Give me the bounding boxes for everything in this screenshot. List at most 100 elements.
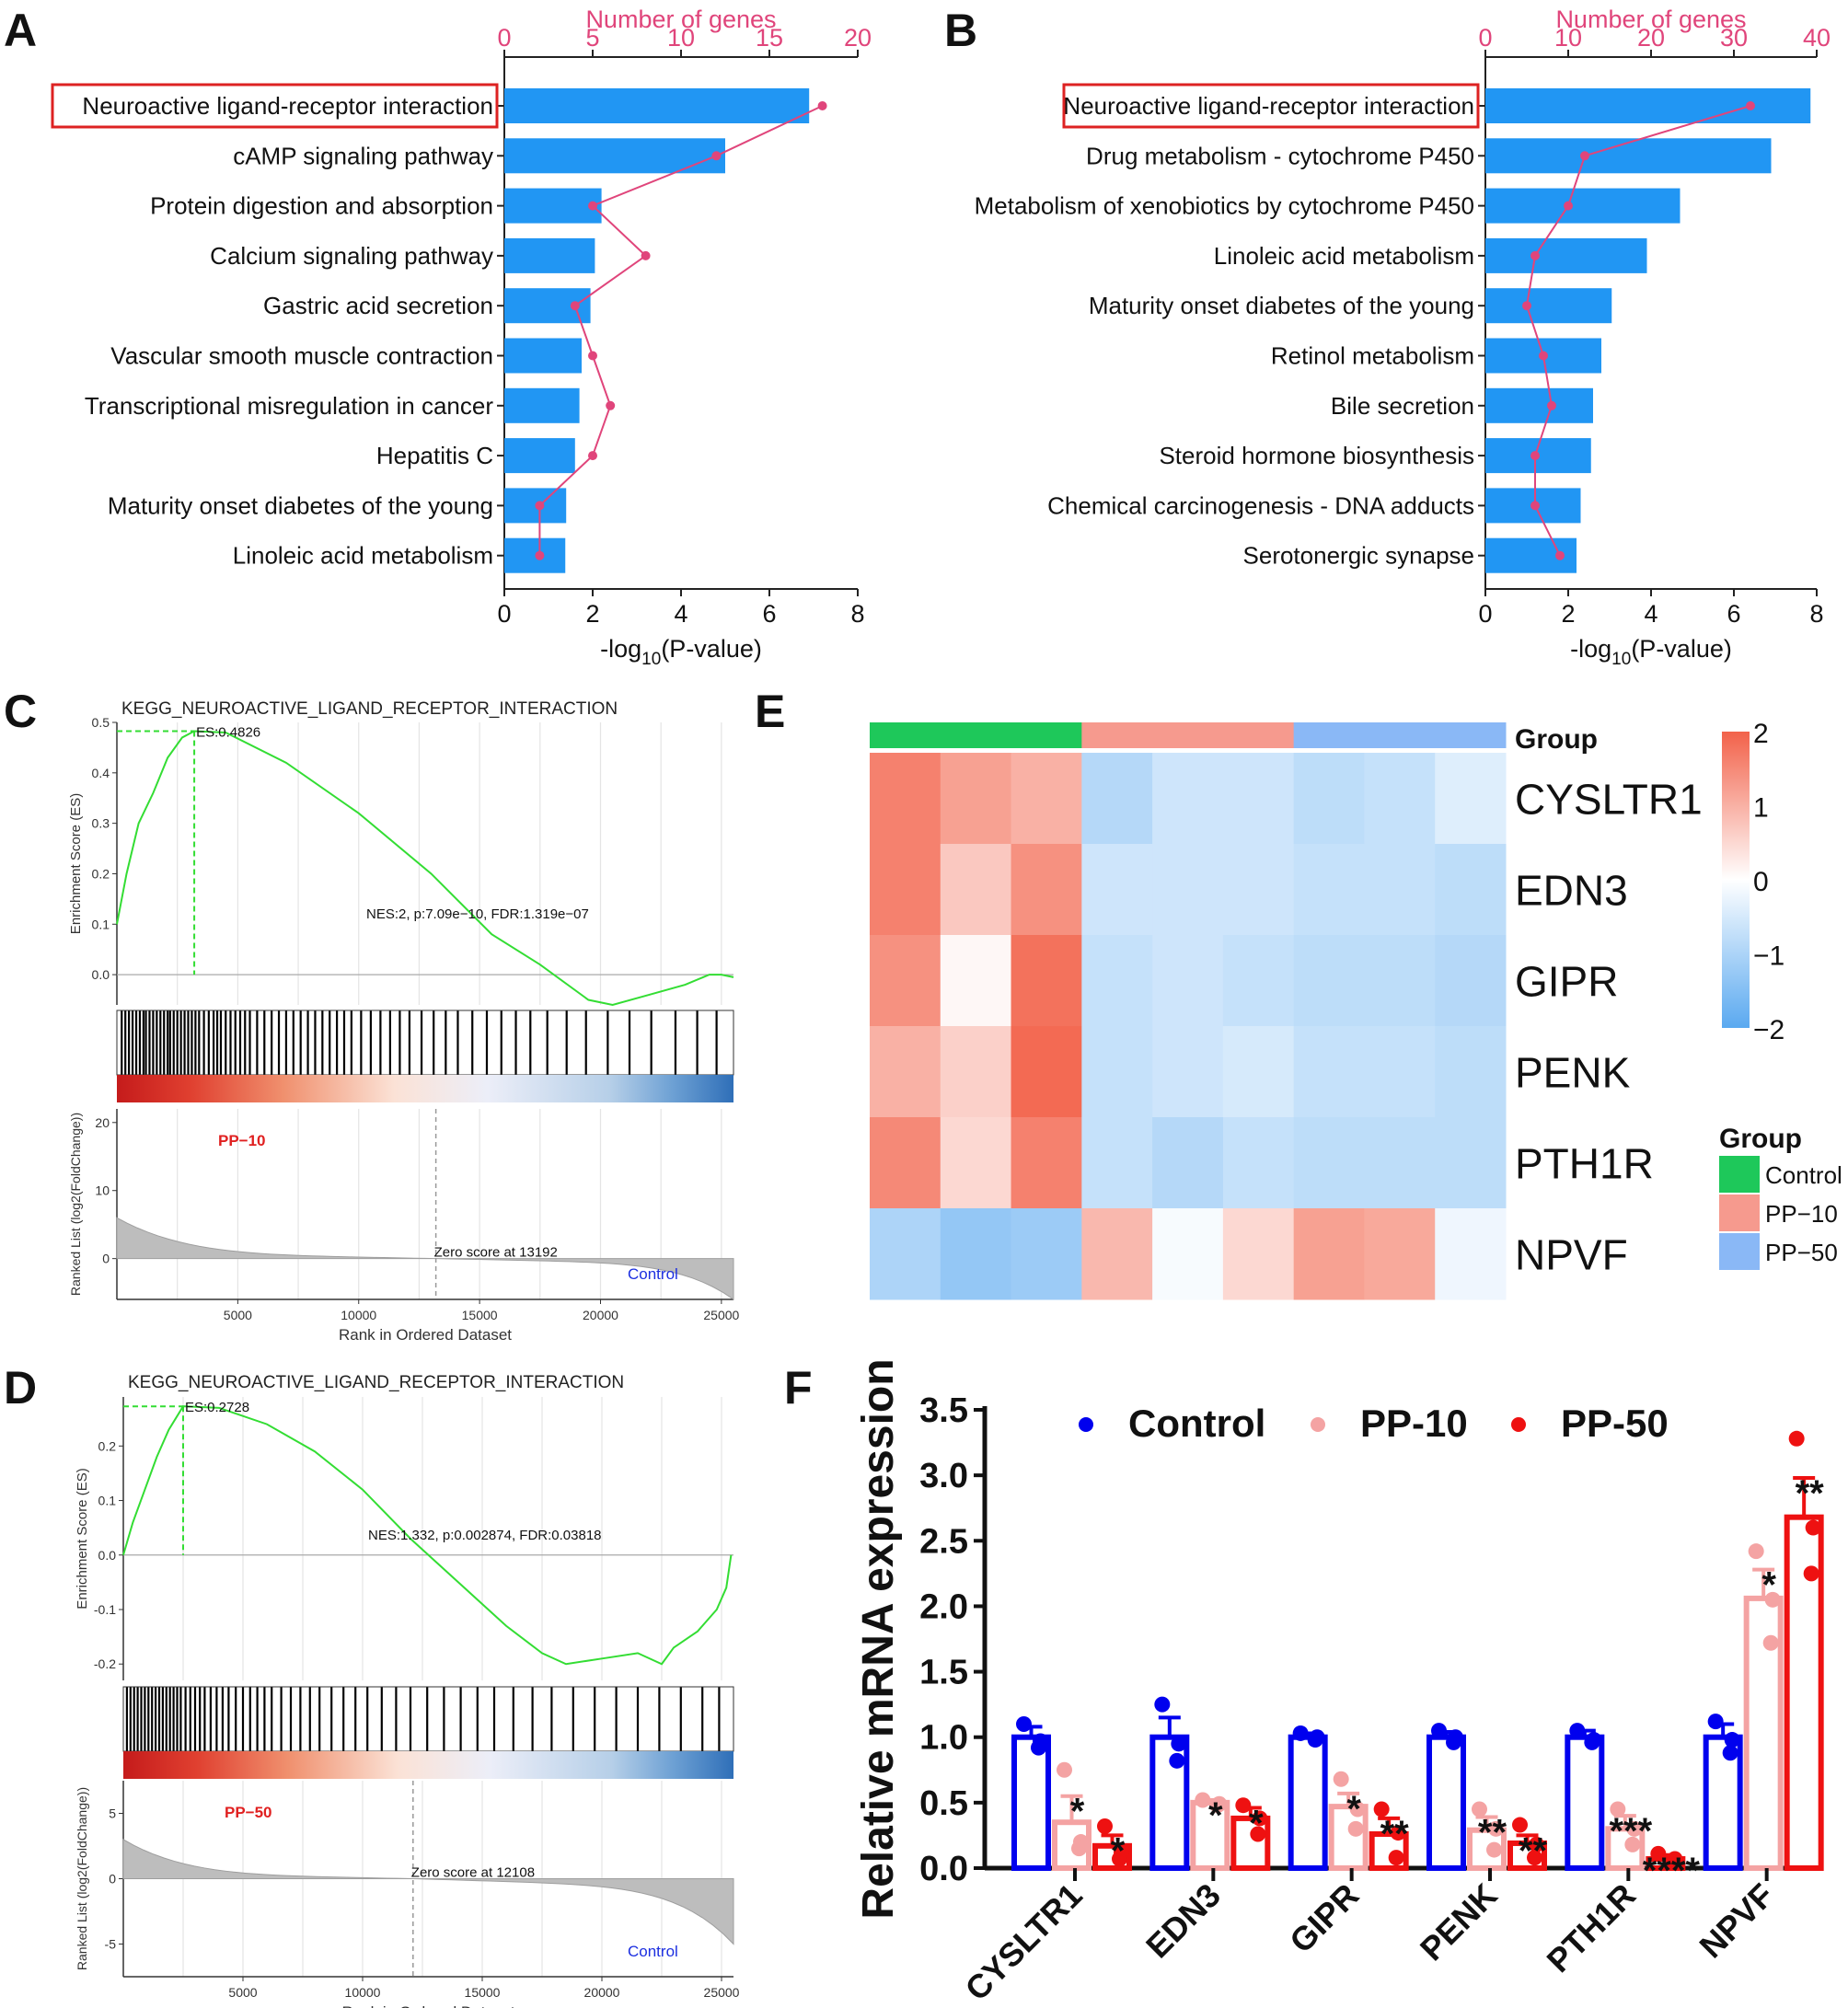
category-label: Chemical carcinogenesis - DNA adducts: [1047, 491, 1474, 519]
x-axis-label-sub: 10: [1611, 650, 1631, 669]
data-point: [1250, 1826, 1266, 1842]
significance-label: ****: [1643, 1851, 1701, 1891]
group-top-label: PP−50: [225, 1804, 272, 1821]
gene-count-point: [641, 250, 651, 260]
panel-c-gsea-plot: KEGG_NEUROACTIVE_LIGAND_RECEPTOR_INTERAC…: [68, 699, 740, 1344]
rank-y-tick-label: 20: [95, 1115, 110, 1130]
x-axis-label-tail: (P-value): [661, 635, 762, 663]
colorbar-tick-label: 0: [1753, 867, 1769, 897]
legend-marker: [1511, 1417, 1526, 1432]
significance-label: ***: [1609, 1811, 1652, 1852]
heatmap-cell: [1293, 935, 1365, 1027]
gene-count-point: [1522, 301, 1531, 311]
es-y-tick-label: 0.1: [92, 917, 110, 931]
x-axis-tick-label: 8: [1809, 600, 1823, 628]
group-bottom-label: Control: [628, 1265, 678, 1283]
category-label: Neuroactive ligand-receptor interaction: [82, 92, 493, 120]
data-point: [1665, 1854, 1681, 1871]
colorbar-tick-label: −2: [1753, 1015, 1784, 1045]
data-point: [1788, 1430, 1805, 1447]
panel-e-heatmap: Group CYSLTR1 EDN3 GIPR PENK PTH1R NPVF 2 1 0 −1 −2…: [870, 719, 1842, 1300]
bar: [504, 188, 602, 224]
bar: [504, 237, 595, 273]
x-axis-tick-label: NPVF: [1692, 1876, 1781, 1966]
bar: [1485, 237, 1647, 273]
significance-label: **: [1519, 1830, 1548, 1871]
heatmap-cell: [940, 1208, 1012, 1300]
top-axis-tick-label: 10: [667, 24, 695, 52]
data-point: [1154, 1696, 1171, 1713]
data-point: [1349, 1801, 1366, 1818]
es-peak-label: ES:0.4826: [196, 725, 260, 741]
zero-score-label: Zero score at 12108: [411, 1865, 535, 1881]
group-annotation-cell: [1364, 722, 1436, 748]
data-point: [1624, 1836, 1641, 1852]
heatmap-cell: [1152, 1026, 1224, 1118]
heatmap-cell: [1435, 1117, 1507, 1209]
es-curve: [116, 730, 734, 1007]
panel-label-d: D: [4, 1362, 37, 1414]
group-annotation-cell: [1293, 722, 1365, 748]
heatmap-cell: [1011, 1117, 1082, 1209]
heatmap-cell: [1364, 1208, 1436, 1300]
heatmap-row-label: EDN3: [1515, 867, 1628, 915]
group-top-label: PP−10: [218, 1132, 266, 1149]
heatmap-cell: [1081, 1117, 1153, 1209]
top-axis-tick-label: 40: [1803, 24, 1831, 52]
rank-y-tick-label: -5: [105, 1937, 117, 1952]
bar: [504, 138, 725, 174]
top-axis-tick-label: 20: [844, 24, 872, 52]
heatmap-cell: [1293, 1208, 1365, 1300]
data-point: [1764, 1591, 1781, 1608]
rank-x-tick-label: 25000: [704, 1985, 740, 2000]
gene-count-point: [1564, 201, 1573, 211]
data-point: [1527, 1850, 1542, 1866]
es-y-tick-label: -0.2: [94, 1656, 116, 1671]
rank-color-strip: [123, 1751, 733, 1779]
heatmap-row-label: PTH1R: [1515, 1140, 1654, 1188]
es-y-axis-label: Enrichment Score (ES): [68, 793, 84, 934]
heatmap-cell: [940, 844, 1012, 936]
significance-label: *: [1346, 1789, 1361, 1829]
significance-label: *: [1070, 1792, 1085, 1832]
top-axis-label: Number of genes: [1555, 6, 1746, 33]
y-axis-tick-label: 1.0: [919, 1719, 968, 1758]
heatmap-cell: [870, 753, 941, 845]
x-axis-tick-label: 0: [1478, 600, 1492, 628]
rank-x-tick-label: 20000: [584, 1985, 620, 2000]
x-axis-tick-label: PTH1R: [1540, 1876, 1643, 1979]
rank-x-tick-label: 10000: [341, 1308, 376, 1322]
y-axis-tick-label: 2.0: [919, 1587, 968, 1626]
panel-label-b: B: [944, 5, 977, 56]
colorbar-tick-label: 1: [1753, 793, 1769, 824]
data-point: [1486, 1841, 1502, 1858]
data-point: [1390, 1825, 1406, 1841]
heatmap-cell: [1293, 1117, 1365, 1209]
top-axis-tick-label: 5: [585, 24, 599, 52]
highlight-box: [51, 83, 499, 129]
heatmap-cell: [1364, 1026, 1436, 1118]
es-y-tick-label: 0.0: [92, 967, 110, 982]
significance-label: *: [1761, 1565, 1776, 1606]
panel-f-bar-chart: 0.0 0.5 1.0 1.5 2.0 2.5 3.0 3.5 Relative mRNA ex…: [854, 1358, 1824, 2007]
gsea-title: KEGG_NEUROACTIVE_LIGAND_RECEPTOR_INTERAC…: [121, 699, 618, 719]
bar: [1011, 1734, 1051, 1871]
group-legend-swatch: [1719, 1194, 1760, 1231]
data-point: [1097, 1818, 1113, 1834]
data-point: [1488, 1820, 1504, 1837]
category-label: Calcium signaling pathway: [210, 242, 493, 270]
category-label: Retinol metabolism: [1271, 342, 1474, 370]
x-axis-label-sub: 10: [641, 650, 661, 669]
heatmap-cell: [1152, 1117, 1224, 1209]
data-point: [1235, 1797, 1252, 1814]
group-row-label: Group: [1515, 724, 1598, 755]
panel-label-e: E: [755, 686, 785, 737]
gene-count-point: [1530, 250, 1540, 260]
data-point: [1431, 1723, 1447, 1739]
category-label: Maturity onset diabetes of the young: [108, 491, 493, 519]
heatmap-cell: [1222, 753, 1295, 845]
heatmap-cell: [870, 844, 941, 936]
gene-count-point: [1746, 101, 1755, 110]
gene-count-line: [538, 105, 824, 556]
